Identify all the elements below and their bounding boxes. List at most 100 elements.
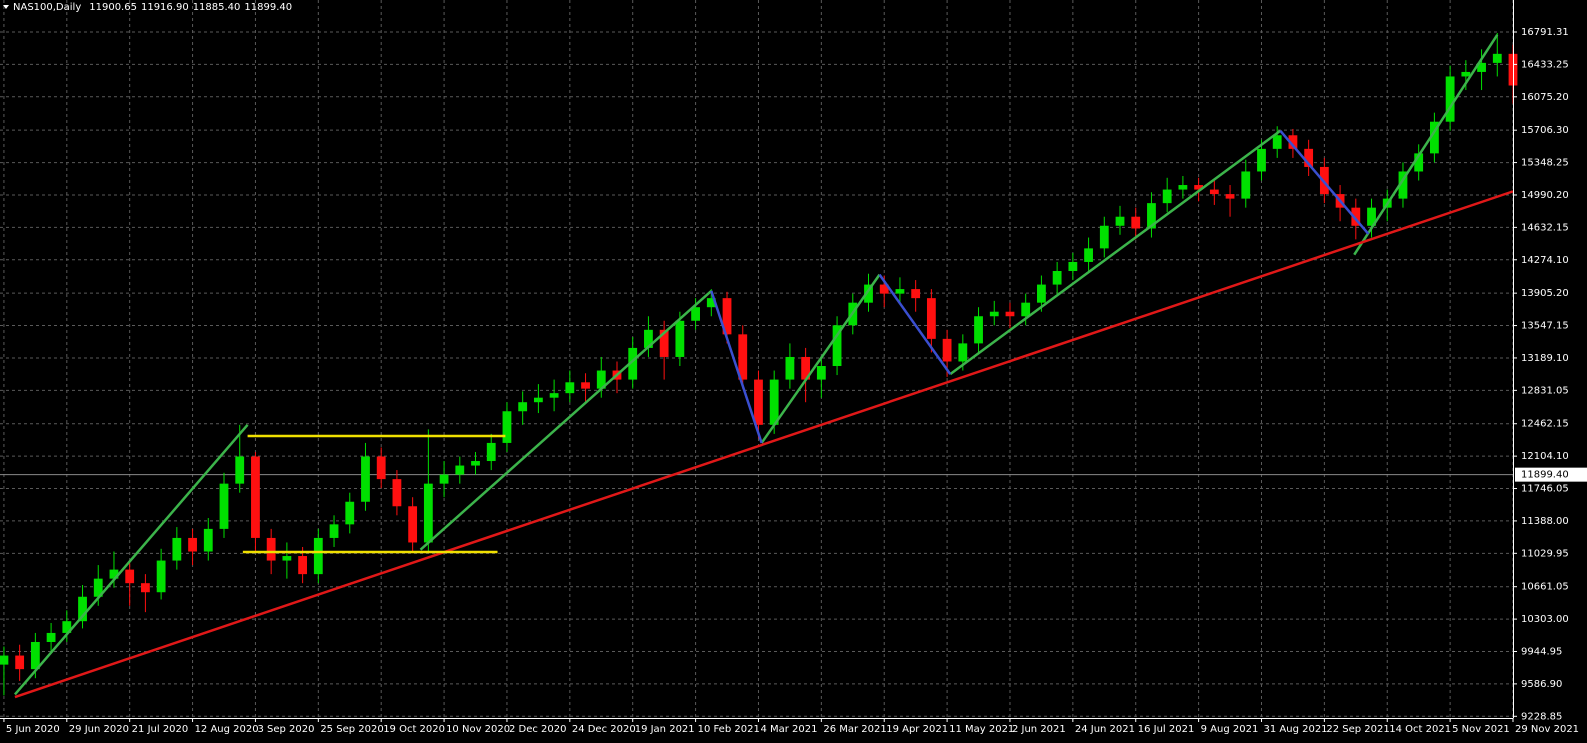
candle-body <box>879 284 889 294</box>
candle-body <box>1037 284 1046 303</box>
candle-body <box>1021 302 1031 317</box>
x-tick-label: 19 Jan 2021 <box>635 724 695 735</box>
x-tick-label: 24 Dec 2020 <box>572 724 636 735</box>
candle-body <box>1477 62 1486 72</box>
candle-body <box>188 537 197 552</box>
y-tick-label: 15706.30 <box>1521 125 1569 136</box>
candle-body <box>455 465 465 475</box>
y-tick-label: 14990.20 <box>1521 190 1569 201</box>
header-value: 11885.40 <box>193 2 241 13</box>
x-tick-label: 16 Jul 2021 <box>1138 724 1195 735</box>
x-tick-label: 22 Sep 2021 <box>1326 724 1389 735</box>
candle-body <box>1162 189 1172 204</box>
candle-body <box>251 456 260 538</box>
candle-body <box>93 578 103 597</box>
candle-body <box>926 298 936 339</box>
x-tick-label: 11 May 2021 <box>949 724 1014 735</box>
candle-body <box>1351 207 1361 226</box>
candle-body <box>1288 135 1298 149</box>
candle-body <box>911 289 921 299</box>
trend-line <box>1279 129 1370 235</box>
candle-body <box>1414 153 1424 172</box>
candle-body <box>518 402 528 412</box>
y-tick-label: 11388.00 <box>1521 516 1569 527</box>
header-value: 11899.40 <box>244 2 292 13</box>
candle-body <box>864 284 873 303</box>
candle-body <box>832 325 842 367</box>
y-tick-label: 16791.31 <box>1521 27 1569 38</box>
y-tick-label: 11746.05 <box>1521 484 1569 495</box>
y-tick-label: 14632.15 <box>1521 222 1569 233</box>
y-tick-label: 9228.85 <box>1521 711 1562 722</box>
x-tick-label: 2 Jun 2021 <box>1012 724 1066 735</box>
candle-body <box>1099 225 1109 249</box>
y-tick-label: 16075.20 <box>1521 92 1569 103</box>
y-tick-label: 16433.25 <box>1521 59 1569 70</box>
candle-body <box>1209 189 1219 195</box>
y-tick-label: 13189.10 <box>1521 353 1569 364</box>
x-tick-label: 21 Jul 2020 <box>132 724 189 735</box>
price-label-box <box>1515 467 1587 482</box>
candle-body <box>754 379 763 425</box>
candle-body <box>172 537 182 561</box>
candle-body <box>1225 194 1235 199</box>
candle-body <box>486 442 496 462</box>
trend-line <box>1353 34 1499 256</box>
trend-line <box>878 273 952 375</box>
x-tick-label: 26 Mar 2021 <box>823 724 886 735</box>
candle-body <box>235 456 245 484</box>
candle-body <box>266 537 276 561</box>
candle-body <box>801 356 811 380</box>
x-tick-label: 10 Feb 2021 <box>698 724 760 735</box>
y-tick-label: 13547.15 <box>1521 321 1569 332</box>
candle-body <box>895 289 905 294</box>
x-tick-label: 5 Jun 2020 <box>6 724 60 735</box>
y-tick-label: 9944.95 <box>1521 646 1562 657</box>
candle-body <box>659 329 669 357</box>
y-tick-label: 10661.05 <box>1521 582 1569 593</box>
candle-body <box>1430 121 1439 154</box>
candle-body <box>156 560 166 593</box>
candle-body <box>628 347 638 380</box>
candle-body <box>1115 216 1125 226</box>
candle-body <box>1194 185 1204 190</box>
candle-body <box>1147 203 1156 229</box>
candle-body <box>958 343 968 362</box>
candle-body <box>942 338 952 362</box>
candle-body <box>549 393 559 398</box>
plot <box>0 33 1518 699</box>
candle-body <box>675 320 685 357</box>
candle-body <box>329 524 339 538</box>
candle-body <box>1272 135 1282 149</box>
candle-body <box>141 583 150 593</box>
candle-body <box>1445 76 1455 122</box>
candle-body <box>502 411 512 443</box>
candle-body <box>533 397 543 403</box>
candle-body <box>109 569 119 579</box>
candle-body <box>30 641 40 670</box>
candle-body <box>816 366 826 380</box>
candle-body <box>361 456 370 502</box>
candle-body <box>46 632 56 642</box>
candle-body <box>282 556 292 561</box>
candle-body <box>376 456 386 480</box>
trend-line <box>710 290 763 444</box>
header-value: 11900.65 <box>89 2 137 13</box>
candle-body <box>1461 71 1471 77</box>
candle-body <box>125 569 135 584</box>
candle-body <box>644 329 653 348</box>
x-tick-label: 19 Oct 2020 <box>383 724 445 735</box>
candle-body <box>1492 53 1502 63</box>
candle-body <box>1367 207 1376 226</box>
header-arrow <box>3 5 9 9</box>
candle-body <box>298 556 308 575</box>
candle-body <box>1257 148 1266 172</box>
x-tick-label: 24 Jun 2021 <box>1075 724 1135 735</box>
candle-body <box>471 461 480 466</box>
candle-body <box>345 501 355 525</box>
candle-body <box>1304 148 1314 167</box>
x-tick-label: 4 Mar 2021 <box>760 724 817 735</box>
candle-body <box>203 528 213 552</box>
candle-body <box>738 334 748 380</box>
